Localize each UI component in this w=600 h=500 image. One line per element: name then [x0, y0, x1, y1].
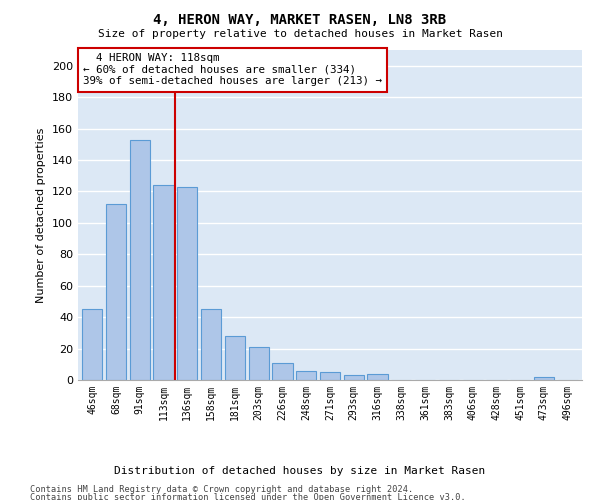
Bar [248, 347, 269, 380]
Bar [201, 310, 221, 380]
Y-axis label: Number of detached properties: Number of detached properties [37, 128, 46, 302]
Text: 4, HERON WAY, MARKET RASEN, LN8 3RB: 4, HERON WAY, MARKET RASEN, LN8 3RB [154, 12, 446, 26]
Bar [534, 377, 554, 380]
Bar [130, 140, 150, 380]
Bar [106, 204, 126, 380]
Text: 4 HERON WAY: 118sqm
← 60% of detached houses are smaller (334)
39% of semi-detac: 4 HERON WAY: 118sqm ← 60% of detached ho… [83, 54, 382, 86]
Bar [344, 376, 364, 380]
Bar [225, 336, 245, 380]
Text: Contains HM Land Registry data © Crown copyright and database right 2024.: Contains HM Land Registry data © Crown c… [30, 485, 413, 494]
Bar [154, 185, 173, 380]
Text: Contains public sector information licensed under the Open Government Licence v3: Contains public sector information licen… [30, 494, 466, 500]
Text: Distribution of detached houses by size in Market Rasen: Distribution of detached houses by size … [115, 466, 485, 476]
Text: Size of property relative to detached houses in Market Rasen: Size of property relative to detached ho… [97, 29, 503, 39]
Bar [296, 370, 316, 380]
Bar [272, 362, 293, 380]
Bar [367, 374, 388, 380]
Bar [82, 310, 103, 380]
Bar [320, 372, 340, 380]
Bar [177, 186, 197, 380]
